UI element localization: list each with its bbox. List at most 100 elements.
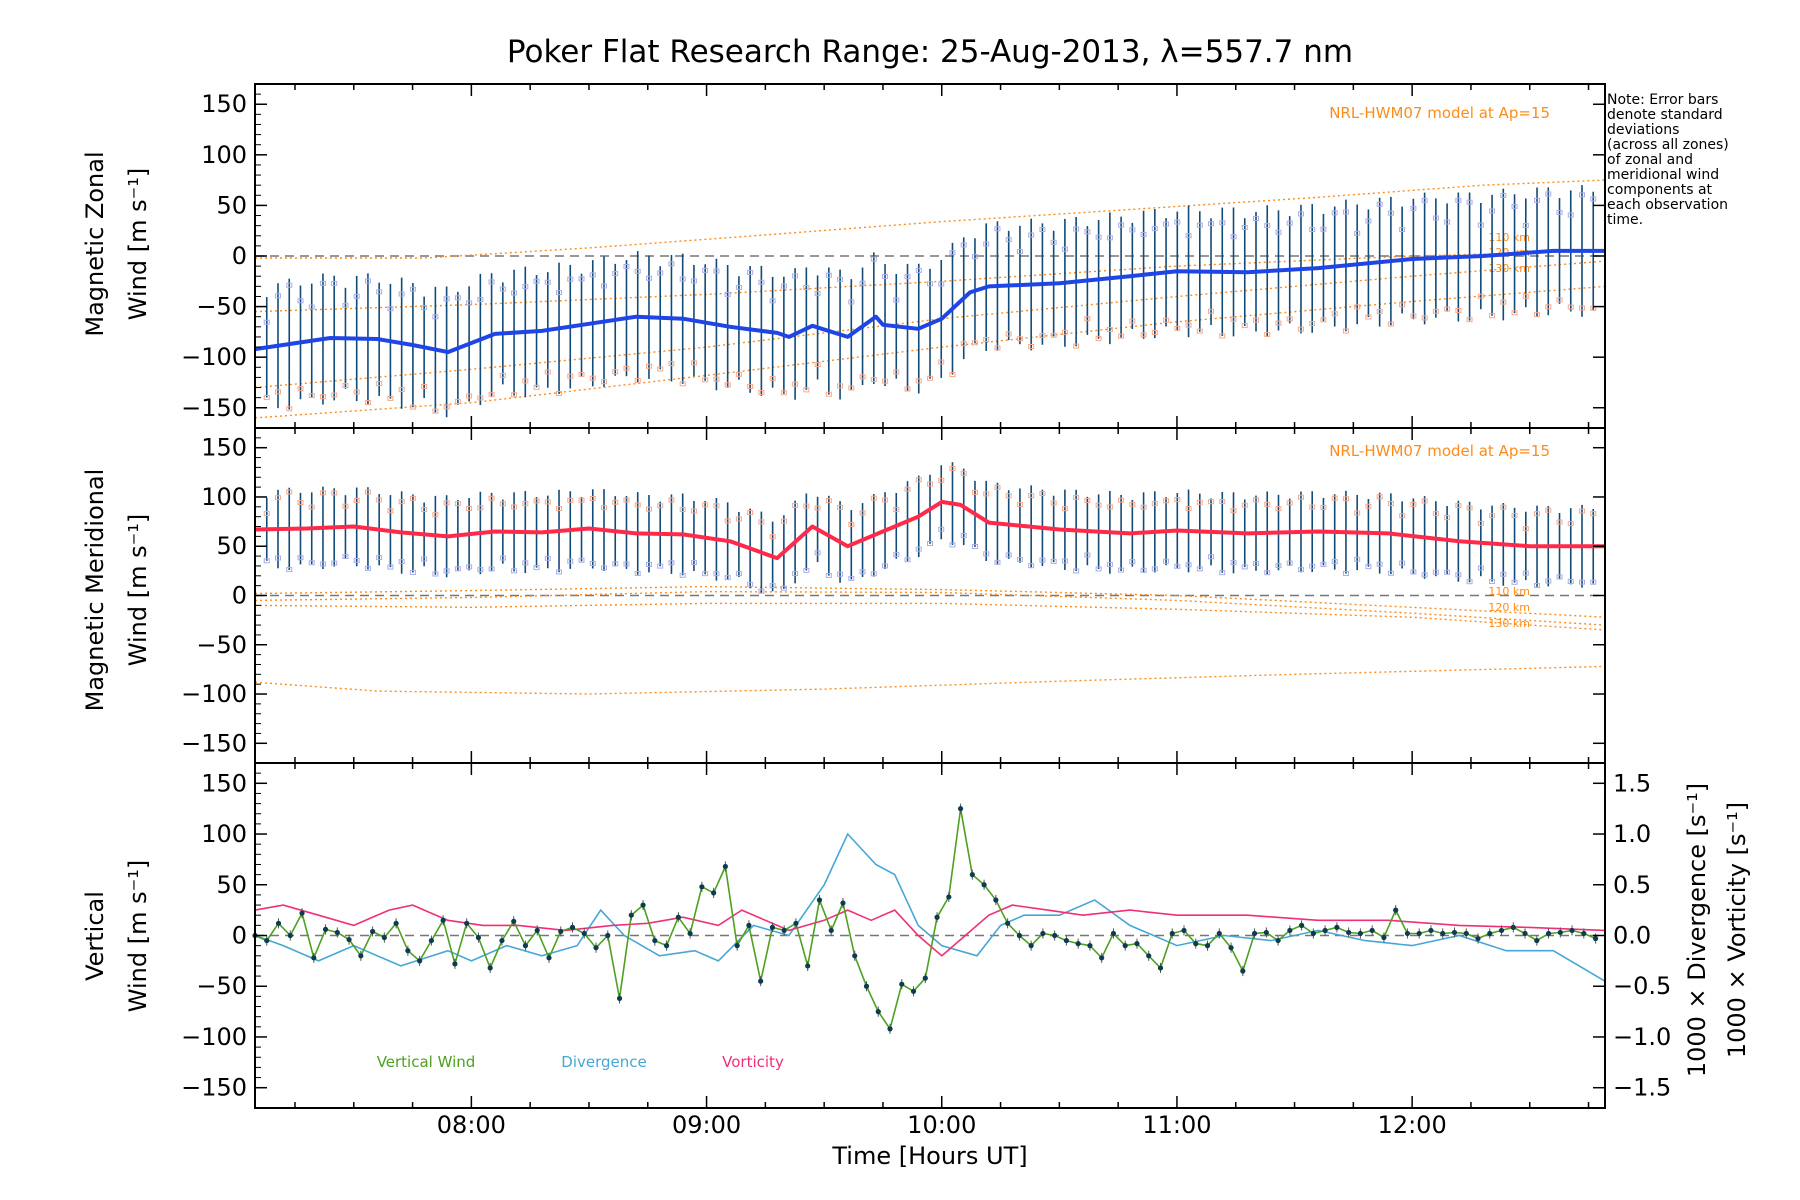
vertical-wind-point	[1310, 930, 1316, 937]
zone-point	[1028, 493, 1035, 499]
zone-point	[994, 345, 1001, 351]
vertical-wind-point	[640, 902, 646, 908]
zone-point	[353, 557, 360, 563]
zonal-model-label: NRL-HWM07 model at Ap=15	[1329, 104, 1550, 122]
zone-point	[679, 381, 686, 387]
vertical-wind-point	[1287, 927, 1293, 934]
zone-point	[1286, 500, 1293, 506]
zone-point	[1466, 579, 1473, 585]
vertical-wind-line	[254, 808, 1596, 1031]
zone-point	[1387, 501, 1394, 507]
vertical-wind-point	[1193, 941, 1199, 947]
zone-point	[960, 341, 967, 347]
zone-point	[1331, 311, 1338, 317]
note-line: of zonal and	[1607, 152, 1693, 168]
zone-point	[443, 568, 450, 574]
zone-point	[1410, 569, 1417, 575]
vertical-wind-point	[769, 924, 776, 930]
vertical-wind-point	[805, 963, 811, 969]
zone-point	[713, 503, 720, 509]
vertical-wind-point	[522, 943, 529, 949]
zone-point	[1264, 501, 1271, 507]
zone-point	[735, 284, 742, 290]
vertical-ylabel-line1: Vertical	[81, 891, 109, 981]
zone-point	[1118, 567, 1125, 573]
zone-point	[275, 293, 282, 299]
zone-point	[342, 382, 349, 388]
model-curve-1	[255, 179, 1606, 259]
vertical-wind-point	[311, 955, 317, 961]
zone-point	[1556, 574, 1563, 580]
zone-point	[353, 293, 360, 299]
zone-point	[938, 281, 945, 287]
zone-point	[904, 386, 911, 392]
note-line: (across all zones)	[1607, 137, 1729, 153]
zone-point	[488, 279, 495, 285]
zone-point	[893, 369, 900, 375]
zone-point	[342, 554, 349, 560]
zone-point	[454, 501, 461, 507]
zone-point	[915, 546, 922, 552]
zone-point	[758, 279, 765, 285]
zone-point	[1028, 232, 1035, 238]
zone-point	[1432, 215, 1439, 221]
zone-point	[713, 571, 720, 577]
zone-point	[1455, 503, 1462, 509]
zone-point	[499, 286, 506, 292]
zone-point	[454, 398, 461, 404]
zone-point	[1365, 218, 1372, 224]
zone-point	[398, 291, 405, 297]
zone-point	[792, 571, 799, 577]
vertical-wind-point	[852, 953, 858, 959]
zone-point	[1005, 552, 1012, 558]
zone-point	[1500, 504, 1507, 510]
zone-point	[1511, 310, 1518, 316]
zone-point	[1106, 504, 1113, 510]
zone-point	[657, 503, 664, 509]
zone-point	[870, 256, 877, 262]
zone-point	[398, 499, 405, 505]
zone-point	[1342, 570, 1349, 576]
zone-point	[409, 495, 416, 501]
zone-point	[1342, 328, 1349, 334]
zone-point	[971, 489, 978, 495]
vertical-wind-point	[393, 920, 399, 926]
zone-point	[364, 400, 371, 406]
zone-point	[556, 569, 563, 575]
vertical-wind-point	[922, 975, 928, 981]
zone-point	[724, 518, 731, 524]
vertical-wind-point	[1416, 930, 1422, 937]
zone-point	[409, 569, 416, 575]
zone-point	[724, 291, 731, 297]
zone-point	[1241, 502, 1248, 508]
zone-point	[589, 272, 596, 278]
zone-point	[409, 404, 416, 410]
zone-point	[1275, 506, 1282, 512]
vertical-wind-point	[381, 934, 387, 941]
meridional-mean-line	[254, 499, 1605, 561]
vertical-wind-point	[1134, 941, 1140, 947]
zone-point	[792, 381, 799, 387]
zone-point	[882, 563, 889, 569]
y-tick-label: 150	[201, 769, 247, 797]
zone-point	[971, 340, 978, 346]
zone-point	[1320, 561, 1327, 567]
zone-point	[443, 296, 450, 302]
zone-point	[432, 571, 439, 577]
zone-point	[421, 506, 428, 512]
zone-point	[1118, 222, 1125, 228]
y2-tick-label: −0.5	[1613, 972, 1671, 1000]
zone-point	[803, 567, 810, 573]
zone-point	[466, 505, 473, 511]
vertical-wind-point	[1440, 930, 1446, 937]
zone-point	[837, 571, 844, 577]
zone-point	[927, 281, 933, 287]
zone-point	[1118, 497, 1125, 503]
zone-point	[1489, 513, 1496, 519]
vertical-wind-point	[405, 948, 411, 954]
zone-point	[915, 267, 922, 273]
vertical-wind-point	[628, 912, 634, 918]
zone-point	[1455, 572, 1462, 578]
zone-point	[814, 362, 821, 368]
